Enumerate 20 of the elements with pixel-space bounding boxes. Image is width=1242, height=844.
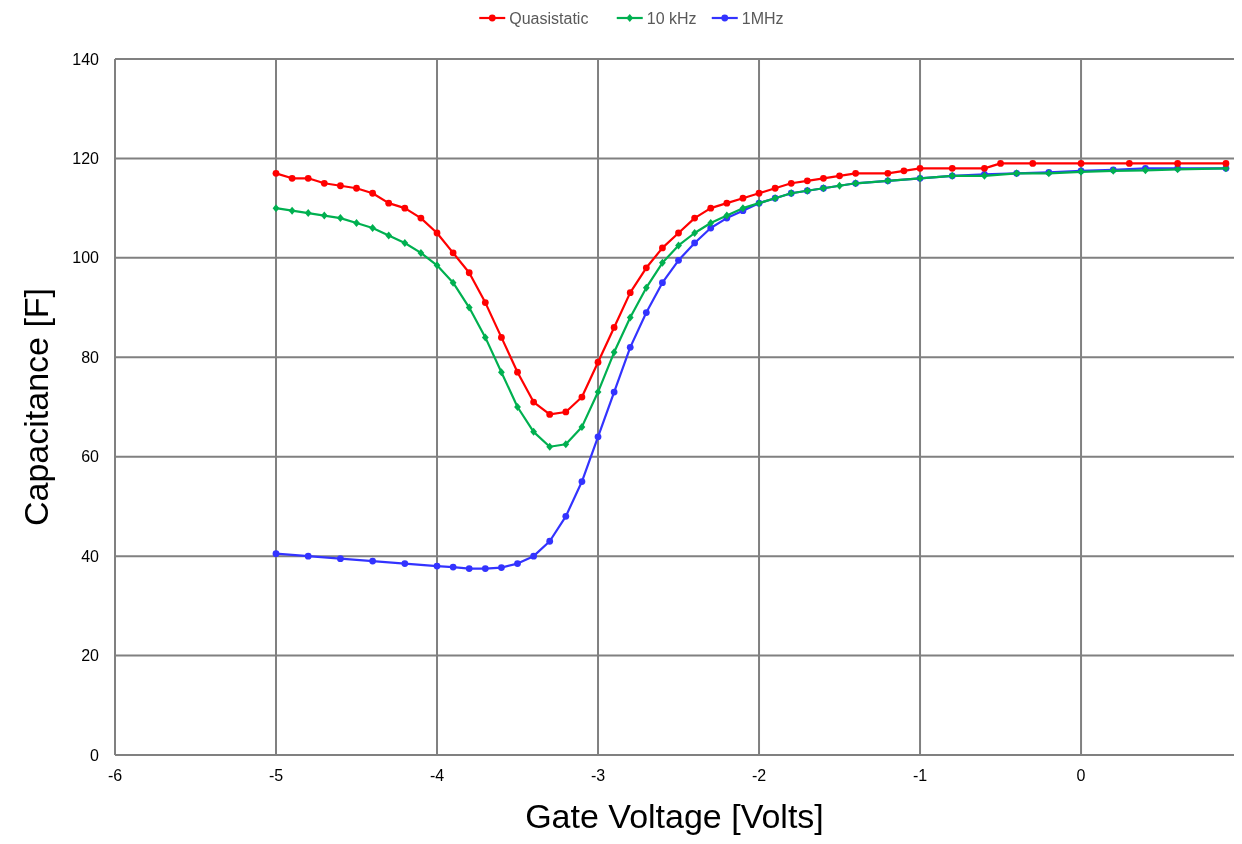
y-tick-label: 20 xyxy=(81,647,100,665)
y-tick-label: 60 xyxy=(81,448,100,466)
x-tick-label: -3 xyxy=(590,767,606,784)
x-tick-label: -1 xyxy=(912,767,928,784)
y-axis-title: Capacitance [F] xyxy=(17,287,55,527)
x-tick-label: -6 xyxy=(107,767,123,784)
legend-label: Quasistatic xyxy=(509,9,589,27)
x-tick-label: -4 xyxy=(429,767,445,784)
y-tick-label: 140 xyxy=(72,50,100,68)
x-tick-label: 0 xyxy=(1076,767,1086,784)
y-tick-label: 80 xyxy=(81,348,100,366)
y-tick-label: 120 xyxy=(72,150,100,168)
x-tick-label: -5 xyxy=(268,767,284,784)
legend-label: 10 kHz xyxy=(646,9,697,27)
y-tick-label: 0 xyxy=(90,746,100,764)
x-tick-label: -2 xyxy=(751,767,767,784)
y-tick-label: 40 xyxy=(81,547,100,565)
legend-label: 1MHz xyxy=(741,9,784,27)
y-tick-label: 100 xyxy=(72,249,100,267)
x-axis-title: Gate Voltage [Volts] xyxy=(525,797,824,835)
